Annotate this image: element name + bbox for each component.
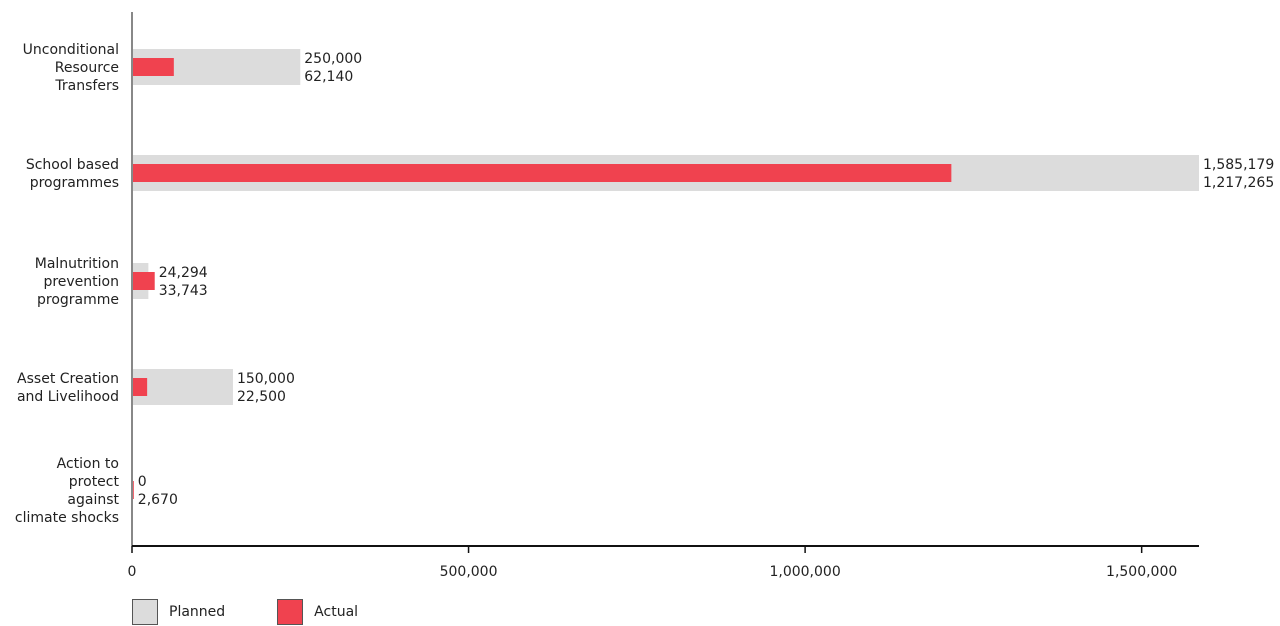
legend-item-actual: Actual [277,599,358,625]
legend-swatch-planned [132,599,158,625]
category-label: Asset Creation and Livelihood [17,371,119,405]
bar-actual [132,164,952,182]
data-label-planned: 0 [138,474,147,490]
bar-actual [132,378,148,396]
x-tick-label: 1,500,000 [1106,564,1177,580]
x-tick-label: 0 [128,564,137,580]
legend-label-actual: Actual [314,604,359,620]
category-label: Malnutrition prevention programme [35,256,119,308]
data-label-actual: 33,743 [159,283,208,299]
category-label: School based programmes [26,157,119,191]
legend-label-planned: Planned [169,604,226,620]
data-label-actual: 22,500 [237,389,286,405]
data-label-planned: 1,585,179 [1203,157,1274,173]
legend-swatch-actual [277,599,304,625]
data-label-actual: 1,217,265 [1203,175,1274,191]
x-tick-label: 500,000 [440,564,498,580]
bar-actual [132,58,174,76]
legend-item-planned: Planned [132,599,225,625]
data-label-planned: 24,294 [159,265,208,281]
category-label: Unconditional Resource Transfers [23,42,119,94]
x-tick-label: 1,000,000 [769,564,840,580]
data-label-planned: 150,000 [237,371,295,387]
chart-legend: Planned Actual [132,599,410,625]
data-label-actual: 2,670 [138,492,178,508]
category-label: Action to protect against climate shocks [15,456,120,526]
bar-planned [132,369,233,405]
bar-actual [132,272,155,290]
data-label-planned: 250,000 [304,51,362,67]
data-label-actual: 62,140 [304,69,353,85]
